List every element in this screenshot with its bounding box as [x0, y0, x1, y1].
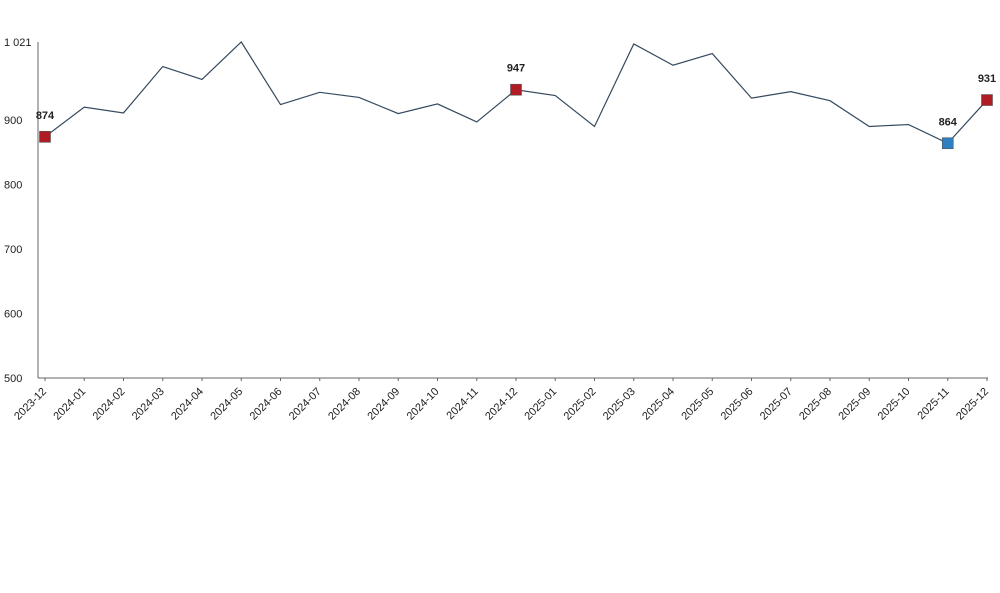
y-axis-ticks: 1 021 900 800 700 600 500: [4, 37, 32, 385]
x-tick-label: 2024-06: [248, 386, 285, 423]
highlight-markers: 874 947 864 931: [36, 63, 996, 150]
x-tick-label: 2025-01: [522, 386, 559, 423]
x-tick-label: 2024-03: [130, 386, 167, 423]
data-label: 874: [36, 110, 55, 122]
highlight-marker: [39, 131, 51, 143]
y-tick-label: 900: [4, 115, 22, 127]
y-tick-label: 1 021: [4, 37, 32, 49]
y-tick-label: 800: [4, 180, 22, 192]
y-tick-label: 600: [4, 309, 22, 321]
x-tick-label: 2024-09: [365, 386, 402, 423]
x-axis-ticks: 2023-12 2024-01 2024-02 2024-03 2024-04 2024-…: [12, 378, 991, 423]
data-label: 947: [507, 63, 525, 75]
x-tick-label: 2025-07: [758, 386, 795, 423]
x-tick-label: 2025-08: [797, 386, 834, 423]
x-tick-label: 2025-11: [915, 386, 951, 422]
x-tick-label: 2025-10: [876, 386, 913, 423]
x-tick-label: 2025-09: [836, 386, 873, 423]
x-tick-label: 2025-03: [601, 386, 638, 423]
x-tick-label: 2024-10: [405, 386, 442, 423]
x-tick-label: 2025-05: [679, 386, 716, 423]
highlight-marker: [941, 137, 954, 150]
x-tick-label: 2024-02: [91, 386, 128, 423]
x-tick-label: 2024-08: [326, 386, 363, 423]
x-tick-label: 2024-12: [483, 386, 520, 423]
highlight-marker: [981, 94, 993, 106]
x-tick-label: 2025-06: [719, 386, 756, 423]
y-tick-label: 500: [4, 373, 22, 385]
x-tick-label: 2025-02: [562, 386, 599, 423]
y-tick-label: 700: [4, 244, 22, 256]
x-tick-label: 2024-11: [444, 386, 480, 422]
x-tick-label: 2024-05: [208, 386, 245, 423]
data-label: 931: [978, 73, 996, 85]
x-tick-label: 2024-07: [287, 386, 324, 423]
x-tick-label: 2024-04: [169, 386, 206, 423]
x-tick-label: 2025-04: [640, 386, 677, 423]
data-label: 864: [939, 116, 958, 128]
x-tick-label: 2024-01: [51, 386, 88, 423]
x-tick-label: 2023-12: [12, 386, 49, 423]
x-tick-label: 2025-12: [954, 386, 991, 423]
highlight-marker: [510, 83, 522, 96]
